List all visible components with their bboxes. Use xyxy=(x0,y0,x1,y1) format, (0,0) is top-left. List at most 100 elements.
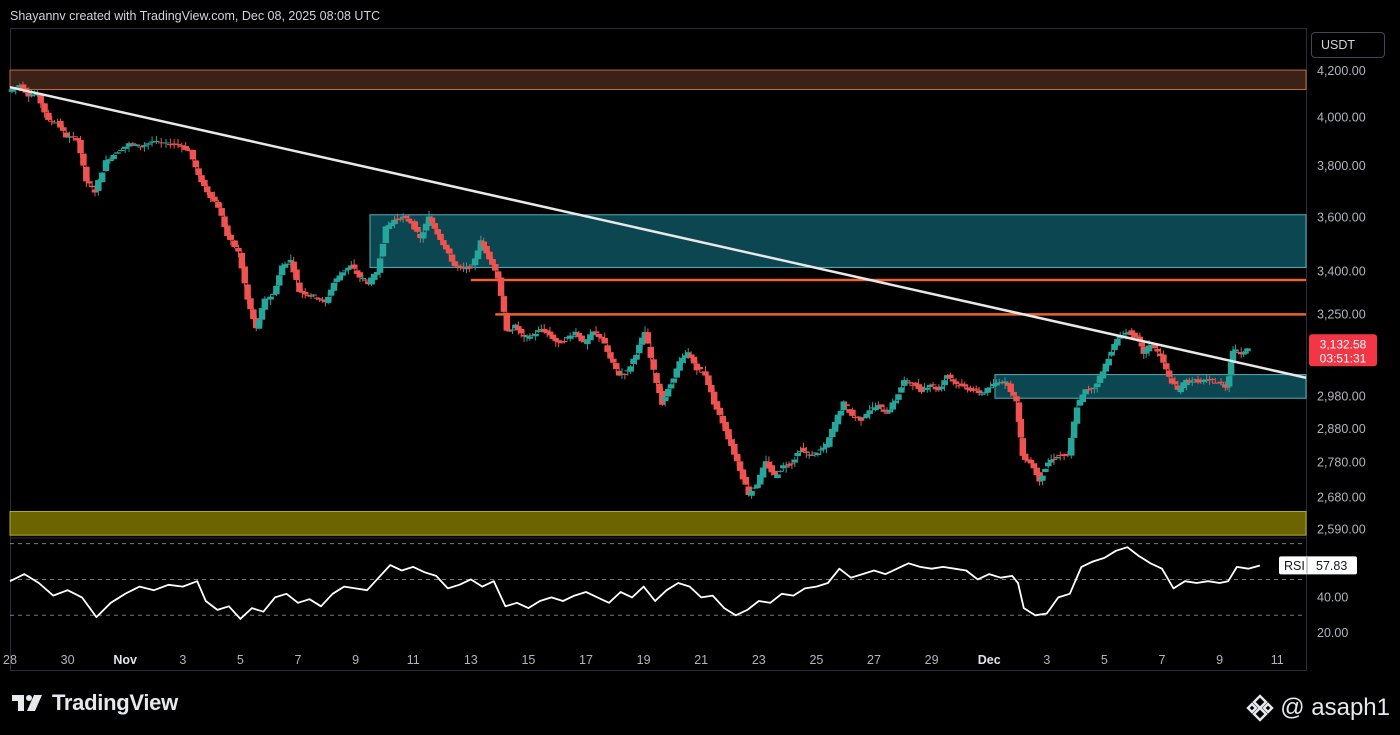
candle-body xyxy=(558,342,565,344)
candle-body xyxy=(382,226,390,243)
candle-body xyxy=(834,414,842,425)
x-tick-label: 27 xyxy=(867,653,881,667)
candle-body xyxy=(895,394,902,400)
candle-body xyxy=(102,160,110,172)
candle xyxy=(526,333,534,341)
candle xyxy=(497,274,505,296)
candle xyxy=(379,243,387,258)
candle-body xyxy=(1177,387,1184,393)
candle-body xyxy=(327,289,335,296)
candle-body xyxy=(970,389,977,391)
y-tick-label: 2,980.00 xyxy=(1317,390,1366,404)
candle xyxy=(201,179,208,188)
candle-body xyxy=(98,172,106,183)
zone-brown-0 xyxy=(9,69,1307,90)
candle-body xyxy=(955,385,963,387)
candle-body xyxy=(1007,383,1015,393)
candle-body xyxy=(670,378,678,383)
candle-body xyxy=(170,143,178,145)
candle xyxy=(984,387,991,397)
candle xyxy=(817,445,824,455)
candle-body xyxy=(8,89,16,92)
candle xyxy=(238,251,246,270)
candle-body xyxy=(777,470,784,472)
currency-selector[interactable]: USDT xyxy=(1311,32,1385,58)
candle-body xyxy=(831,422,839,432)
candle-body xyxy=(16,85,23,87)
candle-body xyxy=(301,291,309,295)
candle xyxy=(284,263,292,266)
candle-body xyxy=(713,401,721,410)
horizontal-levels xyxy=(470,278,1306,316)
candle-body xyxy=(1163,363,1170,370)
candle-body xyxy=(157,142,165,144)
candle-body xyxy=(1070,421,1078,438)
candle-body xyxy=(201,180,208,187)
candle-body xyxy=(1102,363,1110,372)
candle xyxy=(186,147,193,152)
candle xyxy=(167,138,174,149)
candle-body xyxy=(235,248,242,252)
candle-body xyxy=(857,417,865,421)
x-tick-label: 7 xyxy=(295,653,302,667)
candle xyxy=(1042,468,1049,473)
candle-body xyxy=(1168,378,1176,384)
candle-body xyxy=(736,461,744,471)
candle xyxy=(141,142,148,152)
author-handle-text: @ asaph1 xyxy=(1280,694,1390,721)
candle-body xyxy=(1242,351,1249,354)
candle xyxy=(503,311,511,332)
trendline xyxy=(9,85,1307,379)
candle xyxy=(98,172,106,183)
candle-body xyxy=(278,265,286,276)
candle-body xyxy=(454,265,462,267)
candle-body xyxy=(1001,381,1009,384)
candle xyxy=(437,229,444,241)
candle-body xyxy=(362,279,369,281)
candle xyxy=(785,461,793,468)
candle xyxy=(561,338,568,344)
candle xyxy=(310,294,318,298)
candle-body xyxy=(95,180,102,191)
candle xyxy=(296,279,303,293)
candle-body xyxy=(114,152,121,154)
candle-body xyxy=(883,412,891,414)
candle xyxy=(1244,348,1251,352)
candle-body xyxy=(661,397,669,402)
candle xyxy=(137,146,144,151)
candle-body xyxy=(947,374,954,379)
y-tick-label: 2,680.00 xyxy=(1317,490,1366,504)
candle-body xyxy=(247,298,254,310)
candle-body xyxy=(350,264,358,269)
candle-body xyxy=(1160,354,1167,363)
candle xyxy=(195,164,202,178)
candle xyxy=(800,442,807,453)
candle-body xyxy=(728,439,735,447)
x-tick-label: 3 xyxy=(179,653,186,667)
rsi-value: 57.83 xyxy=(1316,559,1347,573)
candle xyxy=(938,384,945,392)
x-tick-label: 9 xyxy=(352,653,359,667)
candle-body xyxy=(489,259,496,265)
candle xyxy=(615,366,623,377)
candle xyxy=(454,264,462,271)
candle xyxy=(840,400,847,412)
candle-body xyxy=(241,266,248,284)
candle-body xyxy=(676,361,683,371)
candle-body xyxy=(153,140,160,142)
candle-body xyxy=(356,272,364,278)
rsi-tag-bg xyxy=(1279,556,1357,575)
candle xyxy=(1019,435,1027,457)
candle xyxy=(782,461,790,473)
candle-body xyxy=(1165,370,1173,377)
candle xyxy=(1073,402,1081,426)
candle-body xyxy=(411,221,418,230)
candle-body xyxy=(843,404,850,406)
candle-body xyxy=(211,196,218,202)
candle xyxy=(1053,454,1061,459)
candle-body xyxy=(892,400,899,404)
candle-body xyxy=(1194,379,1202,383)
candle xyxy=(670,378,678,389)
